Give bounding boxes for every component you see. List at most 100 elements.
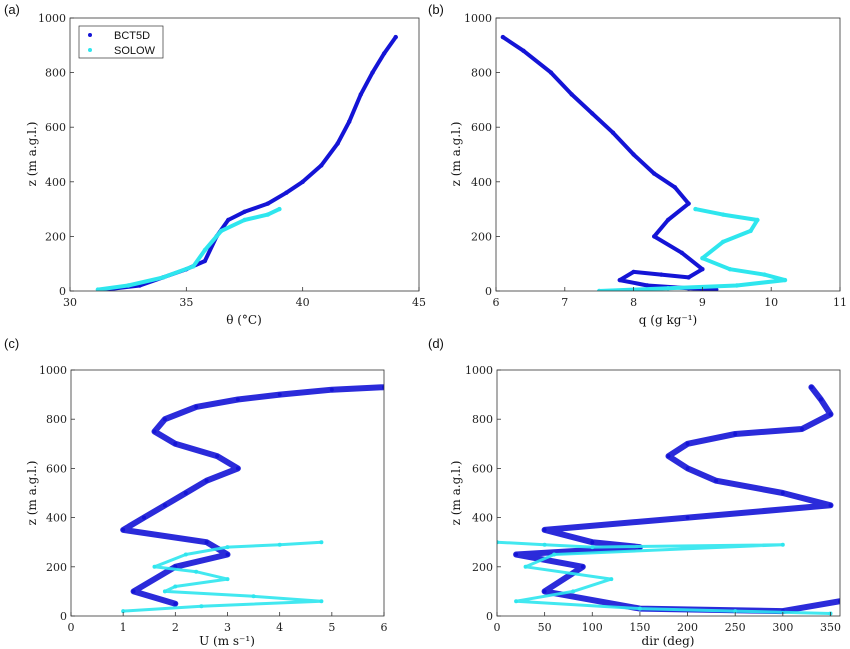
panel-label-a: (a) (4, 2, 20, 17)
panel-a-ylabel: z (m a.g.l.) (25, 122, 39, 187)
panel-d-xtick-label: 250 (725, 621, 746, 634)
panel-c-ytick-label: 600 (46, 462, 67, 475)
panel-c-series-bct5d-point (215, 454, 220, 459)
panel-a-series-bct5d-point (226, 217, 231, 223)
panel-b-xtick-label: 7 (561, 296, 568, 309)
panel-b-series-bct5d-point (610, 130, 616, 135)
panel-b-series-bct5d-point (700, 267, 705, 272)
panel-a-xtick-label: 45 (412, 296, 426, 309)
panel-d-series-solow-point (552, 552, 557, 557)
panel-d-series-solow-point (637, 606, 642, 611)
panel-b-ytick-label: 200 (471, 230, 492, 243)
panel-d-series-bct5d-point (542, 527, 547, 532)
panel-c-ylabel: z (m a.g.l.) (25, 461, 39, 526)
panel-d-xtick-label: 0 (494, 621, 501, 634)
panel-a-series-solow-point (219, 228, 224, 234)
panel-d-series-solow-point (542, 542, 547, 547)
panel-c-series-solow-point (319, 540, 324, 545)
panel-b-xtick-label: 6 (493, 296, 500, 309)
panel-c-series-bct5d-point (142, 515, 146, 520)
panel-c-ytick-label: 800 (46, 413, 67, 426)
panel-c: (c) 0 1 2 3 4 5 6 0 200 400 600 800 1000 U (m s⁻¹) z… (4, 336, 388, 648)
panel-a-series-bct5d-point (242, 209, 247, 214)
panel-a-series-solow-point (191, 264, 196, 269)
panel-d-series-bct5d-point (828, 503, 833, 508)
panel-a-series-solow-point (277, 206, 282, 212)
panel-d-series-bct5d-point (818, 397, 823, 402)
panel-c-series-solow-point (319, 599, 324, 604)
panel-b-series-solow-point (693, 206, 698, 212)
panel-b-series-bct5d-point (590, 111, 595, 116)
panel-d-ytick-label: 400 (472, 512, 493, 525)
panel-d-ticks: 0 50 100 150 200 250 300 350 0 200 400 600 800 1000 (465, 364, 841, 634)
panel-a-xtick-label: 30 (63, 296, 77, 309)
panel-a-series-bct5d-point (265, 201, 270, 206)
panel-b-ytick-label: 1000 (464, 12, 492, 25)
panel-b-series-solow-point (727, 267, 733, 272)
panel-d-series-solow-point (590, 545, 595, 550)
panel-c-series-bct5d-point (204, 478, 209, 483)
panel-a-series-bct5d-point (358, 92, 363, 97)
panel-d-ytick-label: 800 (472, 413, 493, 426)
panel-a-xlabel: θ (°C) (226, 313, 262, 327)
panel-c-xlabel: U (m s⁻¹) (199, 634, 255, 648)
panel-a-ytick-label: 200 (45, 230, 66, 243)
panel-b-series-bct5d-point (645, 283, 650, 288)
panel-c-series-bct5d-point (173, 601, 178, 606)
panel-c-series-solow-point (173, 584, 178, 589)
panel-c-series-solow-point (225, 577, 230, 582)
panel-d-series-bct5d-point (838, 599, 840, 604)
panel-b-series-solow-point (755, 217, 760, 223)
panel-b-series-solow-point (665, 286, 671, 291)
panel-b-series-bct5d-point (569, 92, 574, 97)
panel-c-ytick-label: 1000 (39, 364, 67, 377)
panel-c-series-bct5d-point (382, 385, 384, 390)
panel-d-xtick-label: 300 (772, 621, 793, 634)
panel-b-series-bct5d-point (672, 185, 678, 190)
panel-label-d: (d) (428, 336, 444, 351)
panel-b-series-solow-point (597, 288, 602, 291)
panel-d-xtick-label: 100 (582, 621, 603, 634)
panel-a-ticks: 30 35 40 45 0 200 400 600 800 1000 (38, 12, 426, 309)
panel-c-series-bct5d-point (235, 397, 240, 402)
panel-a-xtick-label: 35 (179, 296, 193, 309)
panel-c-ytick-label: 0 (60, 610, 67, 623)
panel-c-xtick-label: 1 (120, 621, 127, 634)
panel-a-series-solow-point (160, 275, 166, 280)
panel-a-series-solow-point (126, 283, 131, 288)
panel-d: (d) 0 50 100 150 200 250 300 350 0 200 400 600 800 10… (428, 336, 841, 648)
panel-d-series-bct5d-point (685, 466, 690, 471)
panel-b-xtick-label: 11 (833, 296, 847, 309)
panel-b-ticks: 6 7 8 9 10 11 0 200 400 600 800 1000 (464, 12, 847, 309)
panel-c-series-bct5d-point (162, 417, 167, 422)
panel-a-series-solow-point (95, 287, 101, 291)
panel-d-series-solow-point (514, 599, 519, 604)
panel-a-series-solow-point (202, 247, 208, 253)
panel-d-ytick-label: 1000 (465, 364, 493, 377)
panel-d-series-bct5d-point (780, 491, 785, 495)
panel-d-series-bct5d-point (685, 515, 690, 520)
panel-b-series-bct5d-point (631, 152, 636, 157)
panel-b-series-bct5d-point (500, 34, 506, 40)
panel-b-series-bct5d-point (658, 272, 664, 277)
legend-entry-bct5d: BCT5D (114, 30, 150, 42)
panel-b-series-bct5d-point (521, 48, 526, 53)
panel-b-marks (500, 34, 788, 291)
panel-c-series-bct5d-point (225, 552, 230, 557)
panel-d-series-solow-point (733, 609, 738, 614)
panel-d-ylabel: z (m a.g.l.) (449, 461, 463, 526)
panel-c-series-bct5d-point (329, 387, 334, 392)
panel-a: (a) 30 35 40 45 0 200 400 600 800 1000 θ (°C) z (… (4, 2, 426, 327)
panel-d-xtick-label: 50 (538, 621, 552, 634)
panel-b-series-solow-line (597, 207, 787, 291)
legend-marker-bct5d (88, 33, 92, 37)
panel-a-series-bct5d-point (381, 51, 387, 56)
panel-a-series-solow-line (95, 207, 282, 291)
panel-d-series-solow-point (780, 542, 785, 547)
panel-d-series-bct5d-band (513, 384, 840, 615)
panel-c-series-bct5d-point (194, 404, 199, 409)
panel-c-xtick-label: 5 (328, 621, 335, 634)
panel-a-ytick-label: 800 (45, 67, 66, 80)
panel-c-series-solow-point (152, 564, 157, 569)
